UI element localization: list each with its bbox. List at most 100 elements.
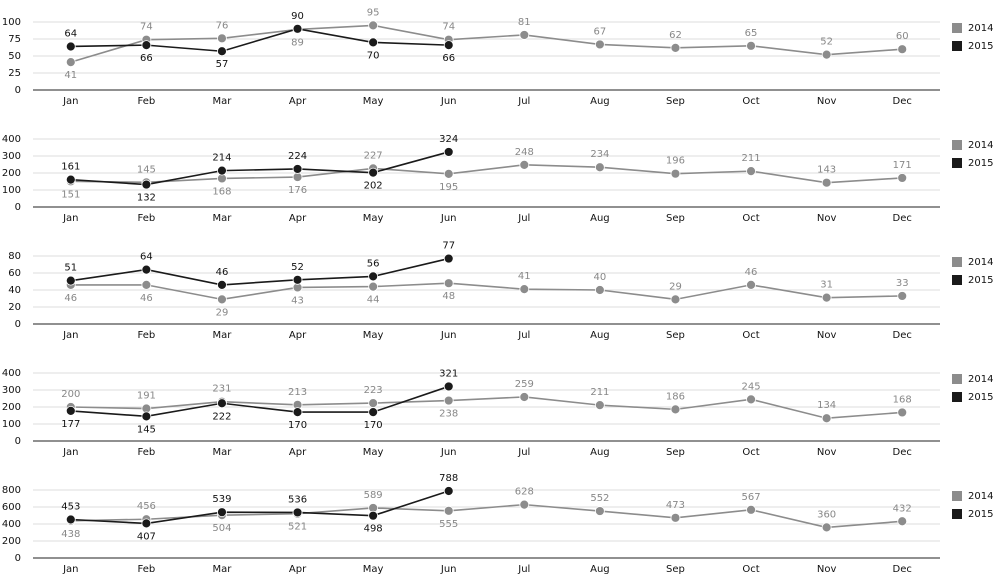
data-point [368,510,379,521]
data-point [443,168,454,179]
data-point [897,516,908,527]
x-tick-label: Feb [138,213,156,224]
data-label: 33 [896,278,909,289]
x-tick-label: Jun [440,330,457,341]
x-tick-label: Jul [517,96,530,107]
x-tick-label: Dec [893,213,912,224]
data-point [443,147,454,157]
data-point [443,381,454,392]
data-label: 31 [820,280,833,291]
data-label: 89 [291,37,304,48]
x-tick-label: Jun [440,96,457,107]
data-point [443,395,454,406]
series-line [70,503,903,529]
data-point [65,174,76,185]
data-label: 321 [439,368,458,379]
series-line [70,24,903,63]
y-tick-label: 20 [8,302,21,313]
data-label: 145 [137,164,156,175]
y-tick-label: 0 [15,553,21,564]
x-tick-label: Feb [138,330,156,341]
data-point [217,294,227,305]
data-point [821,49,832,60]
data-label: 238 [439,409,458,420]
data-point [217,279,227,290]
data-label: 74 [442,22,455,33]
legend-label: 2015 [968,392,993,403]
data-label: 567 [741,492,760,503]
data-label: 90 [291,11,304,22]
data-point [670,42,681,53]
y-tick-label: 400 [2,368,21,379]
data-point [141,264,152,275]
data-label: 44 [367,295,380,306]
x-tick-label: Apr [289,330,307,341]
data-label: 46 [140,293,153,304]
x-tick-label: Nov [817,96,837,107]
x-tick-label: Jan [62,564,78,575]
data-label: 473 [666,500,685,511]
data-label: 52 [820,37,833,48]
data-label: 29 [216,307,229,318]
y-tick-label: 200 [2,168,21,179]
data-label: 628 [515,487,534,498]
legend-label: 2015 [968,158,993,169]
data-label: 51 [64,263,77,274]
data-point [141,179,152,190]
data-label: 70 [367,50,380,61]
data-label: 521 [288,522,307,533]
x-tick-label: May [363,213,384,224]
data-label: 170 [288,420,307,431]
data-label: 213 [288,387,307,398]
data-label: 66 [140,53,153,64]
data-label: 438 [61,529,80,540]
legend-swatch [952,374,962,384]
data-point [368,281,379,292]
data-point [217,398,227,409]
data-label: 200 [61,389,80,400]
data-point [368,167,379,178]
series-line [70,164,903,184]
data-point [670,512,681,523]
x-tick-label: Dec [893,564,912,575]
data-label: 132 [137,193,156,204]
y-tick-label: 300 [2,385,21,396]
series-line [70,282,903,301]
data-label: 536 [288,494,307,505]
x-tick-label: May [363,330,384,341]
x-tick-label: Sep [666,96,685,107]
x-tick-label: Nov [817,564,837,575]
x-tick-label: Jul [517,564,530,575]
data-label: 41 [518,271,531,282]
x-tick-label: Mar [213,213,233,224]
x-tick-label: Oct [742,564,759,575]
data-label: 245 [741,381,760,392]
x-tick-label: Jan [62,330,78,341]
y-tick-label: 400 [2,519,21,530]
data-point [443,486,454,496]
data-point [746,279,756,290]
data-label: 539 [212,494,231,505]
data-label: 231 [212,384,231,395]
data-point [217,165,227,176]
y-tick-label: 200 [2,536,21,547]
data-label: 196 [666,156,685,167]
data-point [594,39,605,50]
data-label: 134 [817,400,836,411]
y-tick-label: 800 [2,485,21,496]
data-point [897,291,908,301]
data-point [897,44,908,55]
x-tick-label: Aug [590,213,610,224]
x-tick-label: May [363,564,384,575]
data-label: 191 [137,391,156,402]
y-tick-label: 0 [15,319,21,330]
y-tick-label: 25 [8,68,21,79]
x-tick-label: Dec [893,447,912,458]
data-label: 43 [291,295,304,306]
data-point [443,253,454,264]
x-tick-label: Feb [138,96,156,107]
x-tick-label: Apr [289,213,307,224]
y-tick-label: 300 [2,151,21,162]
data-point [368,398,379,408]
